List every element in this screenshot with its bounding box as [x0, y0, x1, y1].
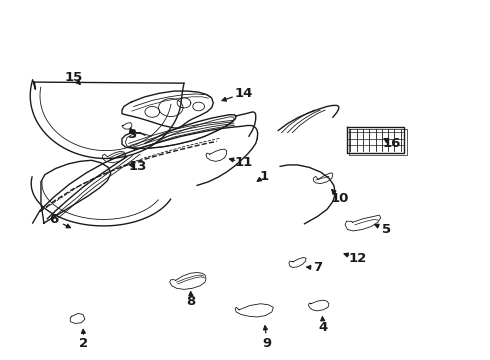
Text: 11: 11 [235, 156, 253, 169]
Text: 7: 7 [313, 261, 322, 274]
Text: 8: 8 [187, 295, 196, 308]
Text: 5: 5 [382, 223, 391, 236]
Text: 9: 9 [263, 337, 271, 350]
Text: 14: 14 [235, 87, 253, 100]
Text: 6: 6 [49, 213, 58, 226]
Text: 4: 4 [318, 320, 328, 333]
Text: 12: 12 [348, 252, 367, 265]
Text: 16: 16 [382, 137, 401, 150]
Text: 15: 15 [65, 71, 83, 84]
Text: 1: 1 [260, 170, 269, 183]
Text: 3: 3 [127, 127, 136, 141]
Text: 13: 13 [128, 160, 147, 173]
Text: 2: 2 [79, 337, 89, 350]
Text: 10: 10 [331, 192, 349, 205]
